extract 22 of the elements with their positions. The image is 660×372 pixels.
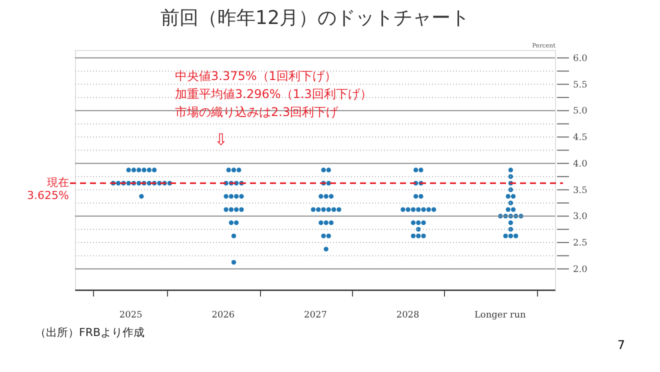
x-tick-label: 2028 — [396, 310, 420, 320]
text: （出所）FRBより作成 — [35, 326, 145, 339]
x-tick-label: 2026 — [212, 310, 235, 320]
x-tick-label: Longer run — [474, 310, 526, 320]
annotation: 中央値3.375%（1回利下げ） — [175, 69, 336, 83]
y-tick-label: 4.5 — [573, 133, 588, 144]
chart-title: 前回（昨年12月）のドットチャート — [160, 7, 470, 29]
annotation: ⇩ — [214, 130, 228, 149]
y-tick-label: 5.5 — [573, 80, 588, 90]
y-tick-label: 2.0 — [573, 264, 588, 275]
y-tick-label: 3.0 — [573, 212, 588, 222]
y-tick-label: 2.5 — [573, 238, 588, 249]
x-tick-label: 2025 — [119, 310, 143, 320]
annotation: 加重平均値3.296%（1.3回利下げ） — [175, 87, 372, 101]
y-tick-label: 3.5 — [573, 186, 588, 196]
x-tick-label: 2027 — [304, 310, 328, 320]
ref-line-label: 現在 3.625% — [27, 176, 69, 202]
y-tick-label: 5.0 — [573, 106, 588, 117]
y-tick-label: 4.0 — [573, 159, 588, 170]
text: 7 — [617, 338, 625, 352]
y-tick-label: 6.0 — [573, 54, 588, 64]
annotation: 市場の織り込みは2.3回利下げ — [175, 105, 340, 119]
